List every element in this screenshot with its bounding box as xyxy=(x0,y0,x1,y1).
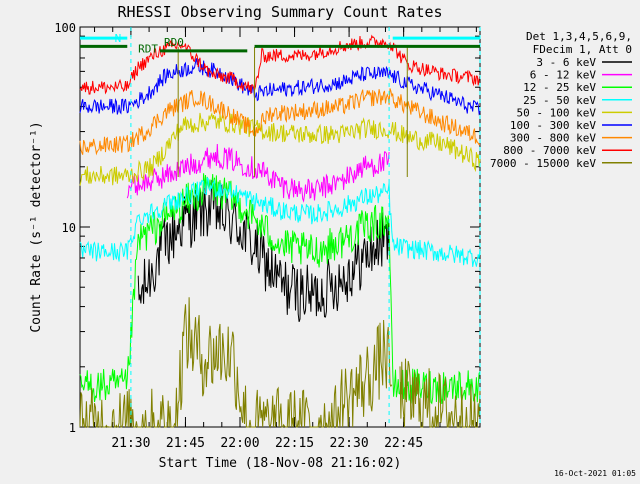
series-line xyxy=(79,58,481,116)
x-tick-label: 22:30 xyxy=(330,436,369,451)
series-line xyxy=(79,297,481,429)
legend-label: 25 - 50 keV xyxy=(523,94,596,107)
legend-label: 7000 - 15000 keV xyxy=(490,157,596,170)
series-line xyxy=(137,178,390,322)
legend-label: 100 - 300 keV xyxy=(510,119,596,132)
series-line xyxy=(79,112,481,186)
series-layer xyxy=(79,34,481,429)
y-tick-label: 10 xyxy=(62,221,76,235)
footer-timestamp: 16-Oct-2021 01:05 xyxy=(554,469,636,478)
legend-label: 12 - 25 keV xyxy=(523,81,596,94)
x-tick-label: 22:45 xyxy=(384,436,423,451)
annotation-layer: N RD0 RDT xyxy=(80,27,481,427)
x-axis-label: Start Time (18-Nov-08 21:16:02) xyxy=(159,456,402,471)
series-line xyxy=(79,34,481,95)
legend-label: 50 - 100 keV xyxy=(517,106,597,119)
series-line xyxy=(79,176,481,267)
series-line xyxy=(79,88,481,156)
x-tick-label: 22:00 xyxy=(220,436,259,451)
x-tick-label: 21:45 xyxy=(166,436,205,451)
legend-label: 800 - 7000 keV xyxy=(503,144,596,157)
y-axis: 1 10 100 xyxy=(54,21,480,435)
legend-header: Det 1,3,4,5,6,9, xyxy=(526,30,632,43)
y-axis-label: Count Rate (s⁻¹ detector⁻¹) xyxy=(29,121,44,332)
chart-title: RHESSI Observing Summary Count Rates xyxy=(117,3,442,21)
x-axis: 21:30 21:45 22:00 22:15 22:30 22:45 xyxy=(94,27,477,451)
green-bar-label: RD0 xyxy=(164,36,184,49)
legend-header: FDecim 1, Att 0 xyxy=(533,43,632,56)
cyan-bar-label: N xyxy=(115,32,122,45)
y-tick-label: 1 xyxy=(69,421,76,435)
x-tick-label: 21:30 xyxy=(111,436,150,451)
x-tick-label: 22:15 xyxy=(275,436,314,451)
series-line xyxy=(126,143,390,203)
legend-label: 6 - 12 keV xyxy=(530,69,597,82)
legend-label: 300 - 800 keV xyxy=(510,132,596,145)
legend-label: 3 - 6 keV xyxy=(536,56,596,69)
y-tick-label: 100 xyxy=(54,21,76,35)
legend: Det 1,3,4,5,6,9,FDecim 1, Att 03 - 6 keV… xyxy=(490,30,632,170)
saa-label: RDT xyxy=(138,42,158,55)
